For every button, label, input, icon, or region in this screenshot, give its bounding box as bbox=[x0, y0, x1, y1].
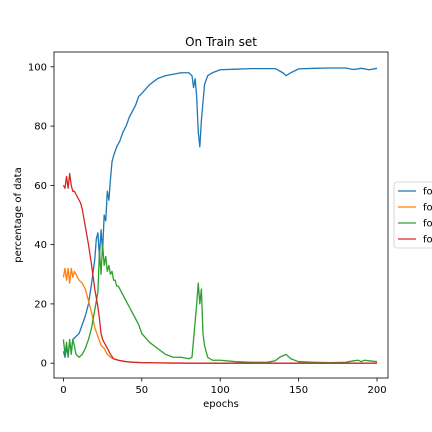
series-lines bbox=[62, 67, 378, 364]
legend-label: fo bbox=[423, 235, 432, 246]
x-tick-label: 100 bbox=[211, 385, 230, 396]
series-line-1 bbox=[62, 67, 378, 358]
legend: fo fo fo fo bbox=[393, 181, 432, 249]
legend-label: fo bbox=[423, 203, 432, 214]
x-tick-label: 200 bbox=[367, 385, 386, 396]
y-axis-label: percentage of data bbox=[13, 167, 24, 262]
y-tick-label: 80 bbox=[34, 122, 47, 133]
y-tick-label: 0 bbox=[41, 359, 47, 370]
y-tick-label: 20 bbox=[34, 299, 47, 310]
series-line-4 bbox=[62, 172, 378, 364]
legend-label: fo bbox=[423, 219, 432, 230]
x-tick-label: 50 bbox=[135, 385, 148, 396]
series-line-2 bbox=[62, 267, 378, 364]
axis-ticks: 0 50 100 150 200 0 20 40 60 80 100 bbox=[28, 62, 387, 396]
x-axis-label: epochs bbox=[203, 399, 239, 410]
y-tick-label: 60 bbox=[34, 181, 47, 192]
x-tick-label: 150 bbox=[289, 385, 308, 396]
y-tick-label: 100 bbox=[28, 62, 47, 73]
series-line-3 bbox=[62, 243, 378, 364]
plot-frame bbox=[53, 51, 389, 379]
y-tick-label: 40 bbox=[34, 240, 47, 251]
chart-title: On Train set bbox=[185, 35, 257, 49]
legend-box bbox=[393, 181, 432, 249]
legend-label: fo bbox=[423, 187, 432, 198]
x-tick-label: 0 bbox=[60, 385, 66, 396]
